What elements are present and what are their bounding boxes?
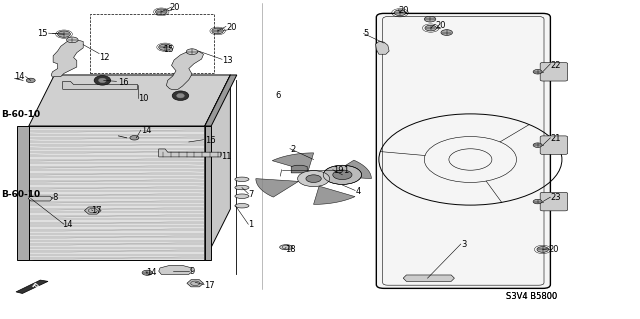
Circle shape [441,30,452,35]
Polygon shape [205,75,230,260]
Text: FR.: FR. [30,282,44,294]
Text: 11: 11 [221,152,231,161]
Polygon shape [205,126,211,260]
Text: 9: 9 [189,267,195,276]
Text: 7: 7 [248,190,253,199]
Polygon shape [205,75,237,126]
Text: 23: 23 [550,193,561,202]
Text: 10: 10 [138,94,148,103]
Text: S3V4 B5800: S3V4 B5800 [506,292,557,300]
Ellipse shape [235,177,249,182]
Text: B-60-10: B-60-10 [1,190,40,199]
Text: 14: 14 [62,220,72,229]
Text: 17: 17 [204,281,215,290]
Ellipse shape [172,91,189,100]
Text: 20: 20 [398,6,408,15]
Text: 18: 18 [285,245,296,254]
Text: 6: 6 [275,91,280,100]
Polygon shape [29,126,205,260]
Circle shape [186,49,198,55]
Circle shape [159,44,172,50]
Text: 1: 1 [343,166,348,175]
Text: 14: 14 [141,126,151,135]
Polygon shape [314,186,355,204]
Polygon shape [16,280,48,293]
Text: S3V4 B5800: S3V4 B5800 [506,292,557,300]
Text: 8: 8 [52,193,58,202]
Text: 13: 13 [222,56,233,65]
Text: 17: 17 [92,206,102,215]
Polygon shape [51,40,83,77]
Polygon shape [328,160,371,179]
Polygon shape [17,126,29,260]
Polygon shape [376,41,389,54]
Polygon shape [291,165,307,173]
Bar [90,14,214,73]
Text: 2: 2 [290,145,295,154]
Circle shape [424,16,436,22]
Ellipse shape [177,93,184,98]
Text: 20: 20 [435,21,445,30]
Text: 20: 20 [226,23,236,32]
Circle shape [212,28,223,34]
Text: 3: 3 [461,241,466,249]
Text: 20: 20 [170,4,180,12]
Circle shape [394,10,406,16]
Circle shape [537,247,548,252]
Circle shape [533,199,542,204]
Ellipse shape [280,245,292,250]
Text: B-60-10: B-60-10 [1,110,40,119]
Ellipse shape [99,78,106,83]
Text: 15: 15 [38,29,48,38]
Circle shape [67,37,78,43]
Text: 14: 14 [14,72,24,81]
Circle shape [333,170,352,180]
Ellipse shape [94,76,111,85]
Text: 14: 14 [146,268,156,277]
Circle shape [323,165,362,184]
Text: 22: 22 [550,61,561,70]
FancyBboxPatch shape [540,136,568,154]
Polygon shape [166,51,204,89]
Polygon shape [256,179,299,197]
Polygon shape [29,75,230,126]
Polygon shape [272,153,314,171]
Circle shape [533,143,542,147]
Polygon shape [159,149,221,157]
Circle shape [306,175,321,182]
Circle shape [298,171,330,187]
Text: 16: 16 [205,136,216,145]
Circle shape [425,25,436,31]
Polygon shape [63,81,138,89]
FancyBboxPatch shape [540,63,568,81]
Text: 19: 19 [333,166,343,175]
Polygon shape [187,280,204,287]
Text: 4: 4 [355,187,360,196]
Text: 21: 21 [550,134,561,143]
Text: 15: 15 [163,45,173,54]
FancyBboxPatch shape [540,192,568,211]
Ellipse shape [235,204,249,208]
FancyBboxPatch shape [376,13,550,288]
Text: 5: 5 [364,29,369,38]
Text: 16: 16 [118,78,129,87]
Polygon shape [403,275,454,281]
Circle shape [26,78,35,83]
Text: 20: 20 [548,245,559,254]
Text: 1: 1 [248,220,253,229]
Circle shape [156,9,167,15]
Circle shape [533,70,542,74]
Text: 12: 12 [99,53,109,62]
Circle shape [142,270,152,275]
Polygon shape [159,265,192,274]
Polygon shape [28,196,52,201]
Ellipse shape [235,185,249,190]
Polygon shape [84,207,101,214]
Circle shape [58,31,70,37]
Circle shape [130,136,139,140]
Ellipse shape [235,194,249,198]
